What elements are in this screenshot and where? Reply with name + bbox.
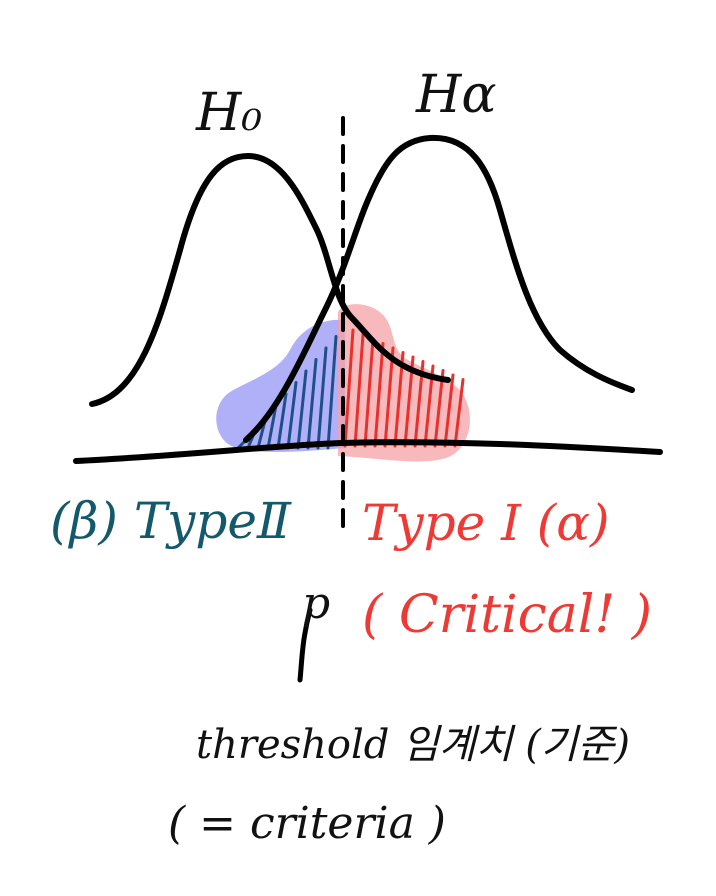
h0-label: H₀	[195, 83, 262, 143]
ha-label: Hα	[415, 65, 496, 125]
hatch-line	[286, 381, 298, 450]
hatch-line	[343, 328, 355, 448]
h0-distribution-curve	[89, 153, 451, 407]
hatch-line	[316, 346, 328, 450]
hatch-line	[453, 378, 465, 448]
criteria-label: ( = criteria )	[168, 798, 446, 849]
type1-hatching	[343, 328, 465, 448]
hatch-line	[433, 369, 445, 448]
type2-label: (β) TypeⅡ	[50, 492, 292, 550]
hatch-line	[276, 392, 288, 450]
critical-label: ( Critical! )	[362, 585, 652, 645]
hatch-line	[373, 342, 385, 448]
hatch-line	[306, 358, 318, 450]
p-label: p	[302, 578, 330, 629]
hatch-line	[443, 373, 455, 448]
hatch-line	[383, 346, 395, 448]
hatch-line	[363, 337, 375, 448]
threshold-pointer-stroke	[297, 607, 313, 683]
hatch-line	[296, 369, 308, 450]
threshold-label: threshold 임계치 (기준)	[196, 722, 630, 768]
ha-distribution-curve	[243, 134, 635, 443]
hatch-line	[326, 335, 338, 450]
hatch-line	[266, 404, 278, 450]
type2-region	[216, 319, 345, 452]
hatch-line	[353, 333, 365, 448]
type1-label: Type Ⅰ (α)	[362, 494, 610, 552]
